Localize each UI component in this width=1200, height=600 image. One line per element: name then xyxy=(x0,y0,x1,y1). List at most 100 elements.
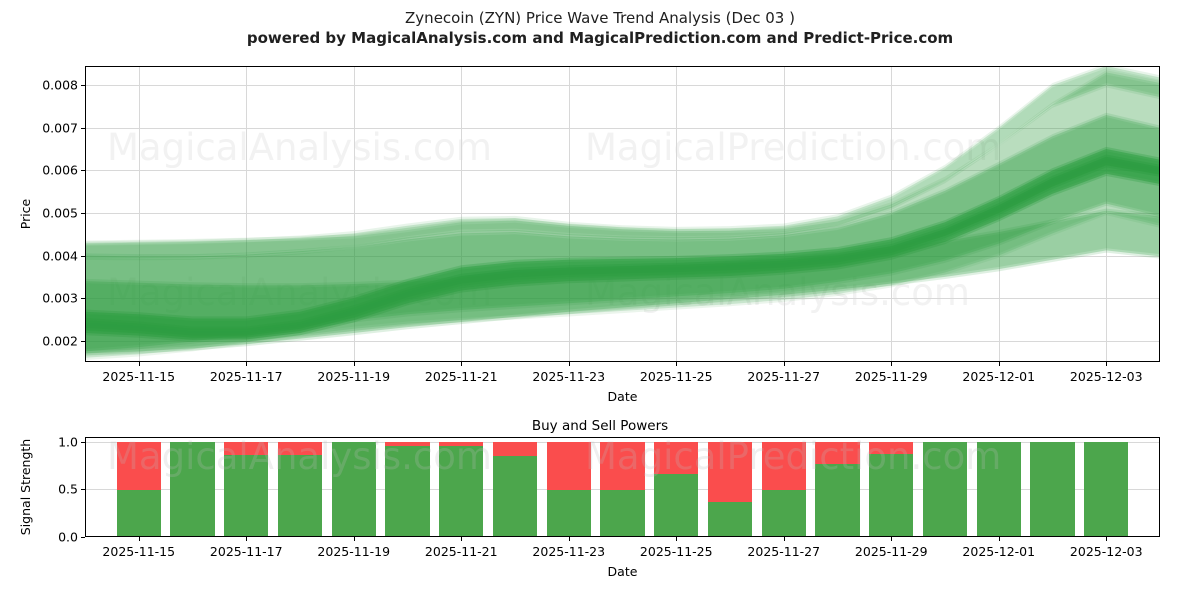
power-bar[interactable] xyxy=(654,441,699,537)
powers-xtick-mark xyxy=(353,537,355,541)
buy-power-segment xyxy=(707,501,753,537)
powers-y-axis-title: Signal Strength xyxy=(18,438,33,536)
powers-x-axis-title: Date xyxy=(607,564,638,579)
sell-power-segment xyxy=(439,441,484,446)
powers-xtick-mark xyxy=(138,537,140,541)
buy-power-segment xyxy=(815,463,860,537)
sell-power-segment xyxy=(492,441,538,457)
sell-power-segment xyxy=(385,441,430,446)
price-wave-band xyxy=(85,70,1160,356)
powers-xtick-label: 2025-11-25 xyxy=(639,544,713,559)
buy-power-segment xyxy=(331,441,376,537)
price-gridline-v xyxy=(353,66,355,362)
price-gridline-h xyxy=(85,340,1160,342)
price-ytick-mark xyxy=(81,340,85,342)
buy-power-segment xyxy=(116,490,161,537)
power-bar[interactable] xyxy=(546,441,591,537)
powers-xtick-label: 2025-11-15 xyxy=(102,544,176,559)
powers-xtick-label: 2025-12-01 xyxy=(962,544,1036,559)
power-bar[interactable] xyxy=(116,441,161,537)
buy-power-segment xyxy=(761,490,806,537)
power-bar[interactable] xyxy=(385,441,430,537)
power-bar[interactable] xyxy=(331,441,376,537)
price-xtick-mark xyxy=(461,362,463,366)
buy-power-segment xyxy=(922,441,968,537)
sell-power-segment xyxy=(707,441,753,502)
buy-power-segment xyxy=(600,490,645,537)
power-bar[interactable] xyxy=(277,441,323,537)
power-bar[interactable] xyxy=(815,441,860,537)
price-xtick-mark xyxy=(353,362,355,366)
price-ytick-mark xyxy=(81,127,85,129)
price-gridline-v xyxy=(246,66,248,362)
price-gridline-h xyxy=(85,255,1160,257)
price-wave-band xyxy=(85,68,1160,261)
price-xtick-mark xyxy=(998,362,1000,366)
price-wave-band xyxy=(85,208,1160,352)
power-bar[interactable] xyxy=(761,441,806,537)
price-xtick-label: 2025-11-21 xyxy=(424,369,498,384)
price-wave-band xyxy=(85,213,1160,356)
power-bar[interactable] xyxy=(492,441,538,537)
price-xtick-label: 2025-11-15 xyxy=(102,369,176,384)
sell-power-segment xyxy=(546,441,591,491)
buy-power-segment xyxy=(1030,441,1075,537)
price-ytick-label: 0.004 xyxy=(42,248,78,264)
buy-power-segment xyxy=(439,445,484,537)
price-wave-band xyxy=(85,114,1160,352)
sell-power-segment xyxy=(277,441,323,456)
price-ytick-label: 0.008 xyxy=(42,77,78,93)
sell-power-segment xyxy=(815,441,860,464)
price-gridline-h xyxy=(85,127,1160,129)
price-ytick-label: 0.007 xyxy=(42,120,78,136)
power-bar[interactable] xyxy=(170,441,215,537)
price-xtick-mark xyxy=(246,362,248,366)
price-xtick-mark xyxy=(568,362,570,366)
price-ytick-mark xyxy=(81,212,85,215)
price-xtick-label: 2025-11-17 xyxy=(209,369,283,384)
sell-power-segment xyxy=(224,441,269,456)
price-ytick-label: 0.006 xyxy=(42,162,78,178)
power-bar[interactable] xyxy=(600,441,645,537)
power-bar[interactable] xyxy=(707,441,753,537)
price-ytick-mark xyxy=(81,170,85,172)
price-gridline-h xyxy=(85,170,1160,172)
power-bar[interactable] xyxy=(439,441,484,537)
powers-chart-title: Buy and Sell Powers xyxy=(531,418,669,434)
powers-xtick-mark xyxy=(568,537,570,541)
powers-ytick-mark xyxy=(81,441,85,443)
power-bar[interactable] xyxy=(1084,441,1129,537)
price-wave-band xyxy=(85,117,1160,354)
price-xtick-label: 2025-12-01 xyxy=(962,369,1036,384)
powers-ytick-label: 0.5 xyxy=(58,481,78,497)
price-wave-band xyxy=(85,74,1160,360)
powers-xtick-label: 2025-11-23 xyxy=(532,544,606,559)
price-xtick-mark xyxy=(891,362,893,366)
power-bar[interactable] xyxy=(224,441,269,537)
price-gridline-v xyxy=(138,66,140,362)
power-bar[interactable] xyxy=(976,441,1021,537)
buy-power-segment xyxy=(1084,441,1129,537)
price-ytick-label: 0.005 xyxy=(42,205,78,221)
power-bar[interactable] xyxy=(922,441,968,537)
price-gridline-v xyxy=(568,66,570,362)
price-xtick-label: 2025-11-27 xyxy=(747,369,821,384)
powers-xtick-label: 2025-11-27 xyxy=(747,544,821,559)
buy-power-segment xyxy=(170,441,215,537)
price-wave-band xyxy=(85,112,1160,350)
price-gridline-h xyxy=(85,212,1160,214)
price-gridline-v xyxy=(783,66,785,362)
sell-power-segment xyxy=(654,441,699,475)
powers-xtick-mark xyxy=(246,537,248,541)
price-x-axis-title: Date xyxy=(607,389,638,404)
price-xtick-label: 2025-11-23 xyxy=(532,369,606,384)
power-bar[interactable] xyxy=(1030,441,1075,537)
price-xtick-mark xyxy=(676,362,678,366)
buy-power-segment xyxy=(976,441,1021,537)
buy-power-segment xyxy=(277,455,323,537)
page-title: Zynecoin (ZYN) Price Wave Trend Analysis… xyxy=(405,9,795,27)
power-bar[interactable] xyxy=(869,441,914,537)
price-wave-band xyxy=(85,66,1160,256)
buy-power-segment xyxy=(546,490,591,537)
